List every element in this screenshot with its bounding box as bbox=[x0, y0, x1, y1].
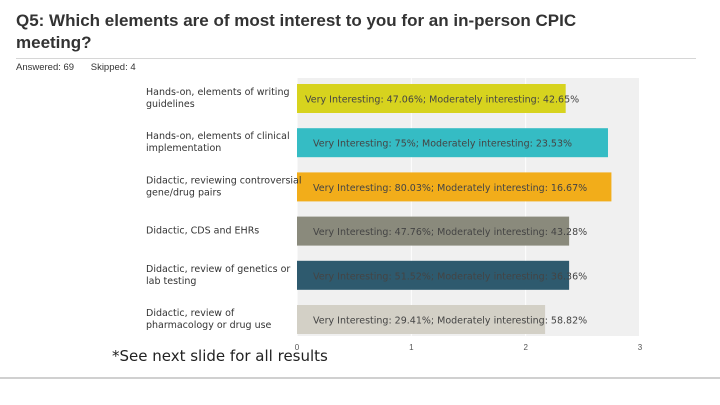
bar bbox=[297, 84, 566, 113]
bar bbox=[297, 172, 612, 202]
bar-data-label: Very Interesting: 47.06%; Moderately int… bbox=[305, 95, 579, 106]
category-label: guidelines bbox=[146, 99, 195, 110]
x-tick-label: 2 bbox=[523, 343, 528, 352]
plot-background bbox=[297, 78, 639, 336]
response-stats: Answered: 69 Skipped: 4 bbox=[16, 62, 150, 73]
x-tick-label: 0 bbox=[295, 343, 300, 352]
category-label: Didactic, review of genetics or bbox=[146, 264, 290, 275]
category-label: Hands-on, elements of writing bbox=[146, 87, 290, 98]
bar bbox=[297, 260, 570, 290]
x-tick-label: 3 bbox=[638, 343, 643, 352]
bar-data-label: Very Interesting: 80.03%; Moderately int… bbox=[313, 183, 587, 194]
category-label: gene/drug pairs bbox=[146, 187, 221, 198]
category-label: Didactic, review of bbox=[146, 308, 235, 319]
category-label: Didactic, reviewing controversial bbox=[146, 175, 302, 186]
answered-count: Answered: 69 bbox=[16, 62, 75, 73]
category-label: lab testing bbox=[146, 276, 196, 287]
category-label: implementation bbox=[146, 143, 221, 154]
category-label: Didactic, CDS and EHRs bbox=[146, 226, 259, 237]
bar-data-label: Very Interesting: 29.41%; Moderately int… bbox=[313, 316, 587, 327]
x-tick-label: 1 bbox=[409, 343, 414, 352]
bar bbox=[297, 216, 570, 246]
title-divider bbox=[16, 58, 696, 59]
bar-data-label: Very Interesting: 47.76%; Moderately int… bbox=[313, 227, 587, 238]
category-label: Hands-on, elements of clinical bbox=[146, 131, 290, 142]
bar bbox=[297, 128, 608, 158]
skipped-count: Skipped: 4 bbox=[90, 62, 136, 73]
bar-data-label: Very Interesting: 75%; Moderately intere… bbox=[313, 139, 572, 150]
bar bbox=[297, 305, 546, 334]
page-title: Q5: Which elements are of most interest … bbox=[16, 11, 577, 52]
bar-data-label: Very Interesting: 51.52%; Moderately int… bbox=[313, 271, 587, 282]
footer-divider bbox=[0, 377, 720, 379]
footnote: *See next slide for all results bbox=[112, 347, 328, 365]
category-label: pharmacology or drug use bbox=[146, 320, 272, 331]
